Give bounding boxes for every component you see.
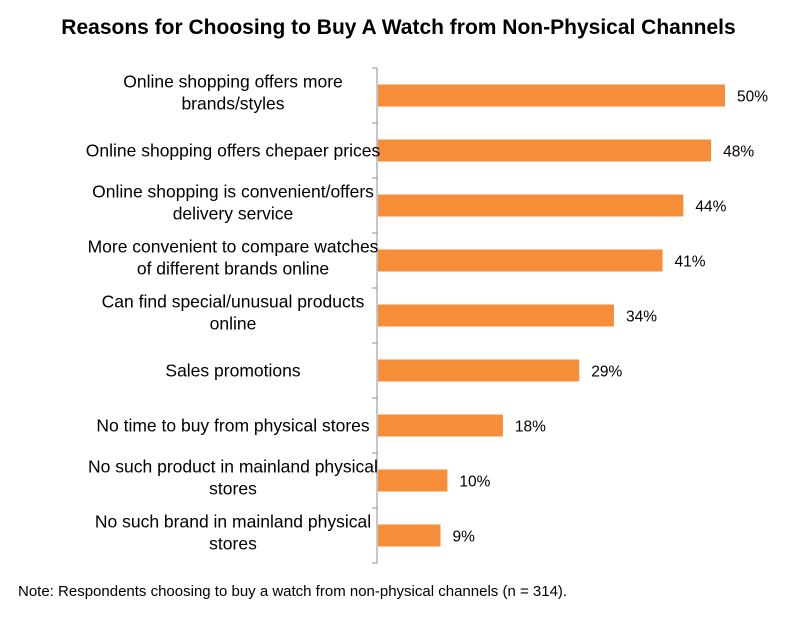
category-label: online <box>210 314 257 334</box>
bar <box>378 249 663 272</box>
data-label: 41% <box>675 254 706 271</box>
data-label: 9% <box>452 529 475 546</box>
category-label: Online shopping offers chepaer prices <box>86 141 381 161</box>
category-label: No such brand in mainland physical <box>95 512 371 532</box>
data-label: 50% <box>737 89 768 106</box>
chart-title: Reasons for Choosing to Buy A Watch from… <box>61 16 736 39</box>
bar <box>378 469 448 492</box>
data-label: 29% <box>591 364 622 381</box>
category-label: More convenient to compare watches <box>88 237 379 257</box>
footnote: Note: Respondents choosing to buy a watc… <box>18 583 568 600</box>
axis-layer <box>372 67 378 564</box>
category-label: No time to buy from physical stores <box>96 416 370 436</box>
category-label: brands/styles <box>181 94 284 114</box>
category-label: stores <box>209 479 257 499</box>
bar <box>378 524 441 547</box>
category-label: of different brands online <box>137 259 329 279</box>
bar <box>378 139 712 162</box>
bar <box>378 414 503 437</box>
data-label: 34% <box>626 309 657 326</box>
category-label: Sales promotions <box>165 361 300 381</box>
bars-layer <box>378 84 725 547</box>
category-label: Can find special/unusual products <box>102 292 365 312</box>
category-label: Online shopping offers more <box>123 72 343 92</box>
data-label: 10% <box>459 474 490 491</box>
category-label: delivery service <box>173 204 294 224</box>
bar-chart: 50% Online shopping offers morebrands/sty… <box>86 67 768 564</box>
data-label: 44% <box>695 199 726 216</box>
category-label: No such product in mainland physical <box>88 457 378 477</box>
labels-layer: 50% Online shopping offers morebrands/sty… <box>86 72 768 554</box>
bar <box>378 304 614 327</box>
bar <box>378 359 580 382</box>
data-label: 48% <box>723 144 754 161</box>
data-label: 18% <box>515 419 546 436</box>
category-label: stores <box>209 534 257 554</box>
bar <box>378 84 725 107</box>
bar <box>378 194 684 217</box>
category-label: Online shopping is convenient/offers <box>92 182 374 202</box>
